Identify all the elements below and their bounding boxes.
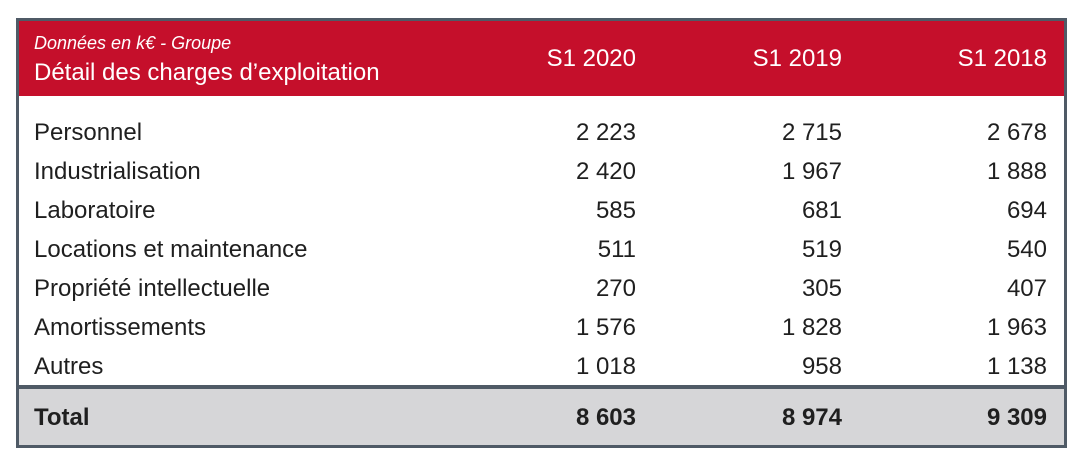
table-row-amortissements: Amortissements 1 576 1 828 1 963 xyxy=(19,309,1064,348)
row-label: Locations et maintenance xyxy=(34,236,308,263)
cell-s1-2020: 2 420 xyxy=(575,158,636,185)
cell-s1-2020: 585 xyxy=(595,197,636,224)
cell-s1-2018: 540 xyxy=(1006,236,1047,263)
cell-s1-2020: 511 xyxy=(597,236,636,263)
total-divider xyxy=(19,385,1064,389)
column-header-s1-2020: S1 2020 xyxy=(546,45,636,72)
table-subtitle: Données en k€ - Groupe xyxy=(34,33,232,53)
row-label: Laboratoire xyxy=(34,197,156,224)
row-label: Propriété intellectuelle xyxy=(34,275,271,302)
cell-s1-2019: 1 828 xyxy=(781,314,842,341)
total-s1-2020: 8 603 xyxy=(575,404,636,431)
table-header: Données en k€ - Groupe Détail des charge… xyxy=(19,21,1064,96)
table-row-locations-maintenance: Locations et maintenance 511 519 540 xyxy=(19,231,1064,270)
table-title: Détail des charges d’exploitation xyxy=(34,59,380,86)
cell-s1-2020: 1 576 xyxy=(575,314,636,341)
cell-s1-2018: 1 138 xyxy=(986,353,1047,380)
cell-s1-2019: 519 xyxy=(801,236,842,263)
cell-s1-2020: 2 223 xyxy=(575,119,636,146)
cell-s1-2018: 407 xyxy=(1006,275,1047,302)
cell-s1-2018: 694 xyxy=(1006,197,1047,224)
table-row-laboratoire: Laboratoire 585 681 694 xyxy=(19,192,1064,231)
cell-s1-2018: 2 678 xyxy=(986,119,1047,146)
row-label: Personnel xyxy=(34,119,143,146)
table-body: Personnel 2 223 2 715 2 678 Industrialis… xyxy=(19,96,1064,385)
table-row-autres: Autres 1 018 958 1 138 xyxy=(19,348,1064,387)
total-s1-2018: 9 309 xyxy=(986,404,1047,431)
cell-s1-2019: 681 xyxy=(801,197,842,224)
cell-s1-2018: 1 888 xyxy=(986,158,1047,185)
cell-s1-2019: 958 xyxy=(801,353,842,380)
cell-s1-2019: 2 715 xyxy=(781,119,842,146)
total-label: Total xyxy=(34,404,90,431)
cell-s1-2020: 1 018 xyxy=(575,353,636,380)
table-row-total: Total 8 603 8 974 9 309 xyxy=(19,389,1064,445)
row-label: Industrialisation xyxy=(34,158,201,185)
table-row-industrialisation: Industrialisation 2 420 1 967 1 888 xyxy=(19,153,1064,192)
column-header-s1-2018: S1 2018 xyxy=(957,45,1047,72)
row-label: Amortissements xyxy=(34,314,207,341)
column-header-s1-2019: S1 2019 xyxy=(752,45,842,72)
cell-s1-2019: 1 967 xyxy=(781,158,842,185)
cell-s1-2020: 270 xyxy=(595,275,636,302)
total-s1-2019: 8 974 xyxy=(781,404,842,431)
row-label: Autres xyxy=(34,353,104,380)
cell-s1-2018: 1 963 xyxy=(986,314,1047,341)
expenses-table: Données en k€ - Groupe Détail des charge… xyxy=(16,18,1067,448)
table-row-personnel: Personnel 2 223 2 715 2 678 xyxy=(19,114,1064,153)
table-row-propriete-intellectuelle: Propriété intellectuelle 270 305 407 xyxy=(19,270,1064,309)
cell-s1-2019: 305 xyxy=(801,275,842,302)
